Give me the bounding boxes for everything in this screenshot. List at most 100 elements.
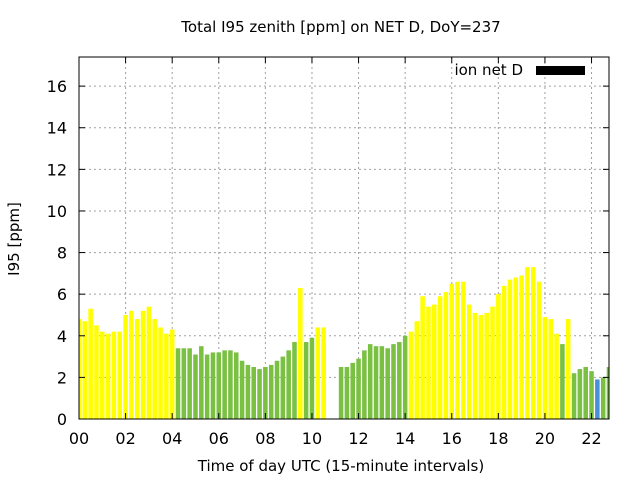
- bar: [309, 337, 315, 419]
- bar: [461, 281, 466, 419]
- bar: [513, 277, 519, 419]
- bar: [595, 379, 600, 419]
- bar: [298, 287, 303, 419]
- bar: [560, 344, 565, 419]
- bar: [536, 281, 542, 419]
- bar: [385, 348, 390, 419]
- y-axis-title: I95 [ppm]: [5, 202, 23, 276]
- plot-frame: [78, 56, 610, 420]
- bar: [344, 366, 350, 419]
- bar: [146, 306, 152, 419]
- bar: [478, 314, 484, 419]
- bar: [321, 327, 326, 419]
- bar: [152, 319, 157, 419]
- y-tick-label: 0: [57, 410, 67, 429]
- bar: [484, 312, 489, 419]
- y-tick-label: 10: [47, 202, 67, 221]
- bar: [432, 304, 437, 419]
- bar: [158, 327, 163, 419]
- bar: [199, 346, 204, 419]
- bar: [408, 331, 414, 419]
- y-tick-label: 6: [57, 285, 67, 304]
- x-tick-label: 00: [69, 429, 89, 448]
- bar: [600, 377, 606, 419]
- bar: [164, 333, 169, 419]
- bar: [583, 366, 588, 419]
- chart-title: Total I95 zenith [ppm] on NET D, DoY=237: [180, 18, 500, 36]
- bar: [443, 292, 449, 419]
- bar: [315, 327, 321, 419]
- x-tick-label: 04: [162, 429, 182, 448]
- bar: [292, 342, 297, 419]
- bar: [606, 366, 609, 419]
- bar: [397, 342, 402, 419]
- bar: [210, 352, 216, 419]
- bar: [204, 354, 210, 419]
- y-tick-label: 12: [47, 160, 67, 179]
- bar: [169, 329, 175, 419]
- bar: [251, 366, 256, 419]
- bar: [490, 306, 495, 419]
- y-tick-label: 8: [57, 244, 67, 263]
- bar: [129, 310, 134, 419]
- bar: [449, 283, 455, 419]
- x-tick-label: 20: [535, 429, 555, 448]
- bar: [367, 344, 373, 419]
- y-tick-label: 4: [57, 327, 67, 346]
- y-tick-label: 16: [47, 77, 67, 96]
- bar: [554, 333, 559, 419]
- bar: [303, 342, 309, 419]
- bar: [286, 350, 291, 419]
- bar: [525, 267, 530, 419]
- bar: [111, 331, 117, 419]
- bar: [565, 319, 571, 419]
- bar: [82, 321, 88, 419]
- bar: [274, 360, 280, 419]
- bar: [175, 348, 181, 419]
- x-tick-label: 16: [442, 429, 462, 448]
- bar: [391, 344, 396, 419]
- bar: [455, 281, 460, 419]
- bar: [548, 319, 554, 419]
- bar: [239, 360, 245, 419]
- bar: [216, 352, 222, 419]
- bar: [257, 369, 262, 419]
- bar: [88, 308, 93, 419]
- bar: [117, 331, 123, 419]
- bar: [228, 350, 233, 419]
- x-tick-label: 18: [488, 429, 508, 448]
- y-tick-label: 14: [47, 119, 67, 138]
- bar: [589, 371, 594, 419]
- x-axis-title: Time of day UTC (15-minute intervals): [197, 457, 484, 475]
- bar: [245, 364, 251, 419]
- bars: [79, 267, 609, 419]
- bar: [402, 335, 408, 419]
- x-tick-label: 06: [209, 429, 229, 448]
- bar: [531, 267, 536, 419]
- bar: [134, 319, 140, 419]
- bar: [94, 325, 99, 419]
- bar: [577, 369, 583, 419]
- x-tick-label: 12: [348, 429, 368, 448]
- bar: [181, 348, 187, 419]
- bar: [542, 317, 548, 419]
- bar: [187, 348, 192, 419]
- bar: [338, 366, 344, 419]
- bar: [420, 296, 425, 419]
- x-tick-label: 10: [302, 429, 322, 448]
- bar: [356, 358, 361, 419]
- bar: [79, 319, 82, 419]
- bar: [350, 362, 356, 419]
- bar: [193, 354, 198, 419]
- bar: [373, 346, 379, 419]
- legend: ion net D: [454, 61, 585, 79]
- bar: [437, 296, 443, 419]
- x-tick-label: 22: [581, 429, 601, 448]
- x-tick-label: 08: [255, 429, 275, 448]
- bar: [263, 366, 268, 419]
- bar: [379, 346, 385, 419]
- bar: [571, 373, 577, 419]
- bar: [496, 294, 501, 419]
- bar: [501, 285, 507, 419]
